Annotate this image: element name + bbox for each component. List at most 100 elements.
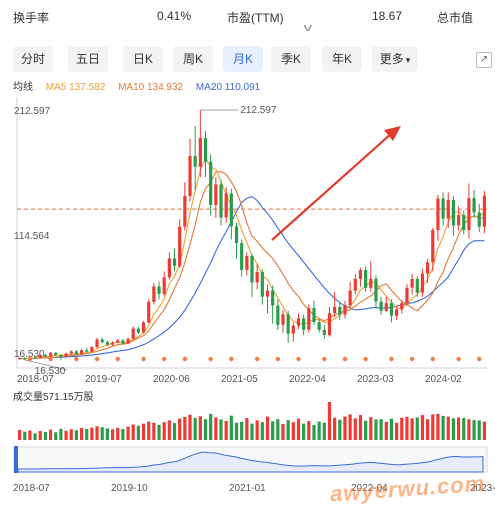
candle-body xyxy=(333,306,337,314)
volume-bar xyxy=(379,419,383,440)
y-tick-label: 212.597 xyxy=(14,106,51,117)
candle-body xyxy=(317,322,321,330)
candle-body xyxy=(203,138,208,162)
candle-body xyxy=(90,347,94,352)
volume-bar xyxy=(260,422,264,440)
candle-body xyxy=(348,290,352,306)
volume-bar xyxy=(296,418,301,440)
candle-body xyxy=(302,318,306,330)
x-tick-label: 2021-05 xyxy=(221,374,258,385)
volume-bar xyxy=(374,419,378,440)
candle-body xyxy=(95,339,99,348)
tab-quarterly-k[interactable]: 季K xyxy=(271,46,311,72)
event-dot xyxy=(48,356,53,362)
tab-more[interactable]: 更多 ▾ xyxy=(372,46,418,72)
tab-daily-k[interactable]: 日K xyxy=(123,46,163,72)
volume-bar xyxy=(240,421,244,440)
event-dot xyxy=(430,356,435,362)
volume-bar xyxy=(167,420,171,440)
event-dot xyxy=(363,356,368,362)
volume-bar xyxy=(116,427,120,440)
volume-bar xyxy=(482,421,487,440)
ma10-legend: MA10 134.932 xyxy=(118,82,184,93)
volume-label: 成交量571.15万股 xyxy=(13,390,94,403)
volume-bar xyxy=(59,428,63,440)
candle-body xyxy=(338,306,342,315)
volume-bar xyxy=(467,419,471,440)
volume-bar xyxy=(203,419,208,440)
volume-bar xyxy=(281,423,285,440)
navigator-x-label: 2021-01 xyxy=(229,483,266,494)
candle-body xyxy=(229,193,233,227)
candle-body xyxy=(59,354,63,357)
candle-body xyxy=(152,286,156,302)
expand-icon[interactable]: ↗ xyxy=(476,52,492,68)
candle-body xyxy=(364,270,368,288)
candle-body xyxy=(276,305,280,325)
volume-bar xyxy=(333,417,337,440)
volume-bar xyxy=(322,422,326,440)
chevron-down-icon[interactable]: v xyxy=(303,22,313,34)
volume-bar xyxy=(234,422,239,440)
candle-body xyxy=(400,303,404,310)
candle-body xyxy=(131,328,135,339)
ma-legend-title: 均线 xyxy=(13,82,33,93)
tab-five-day[interactable]: 五日 xyxy=(68,46,108,72)
volume-bar xyxy=(172,423,177,440)
candle-body xyxy=(451,200,456,226)
metrics-bar: 换手率 0.41% 市盈(TTM) 18.67 总市值 v xyxy=(0,0,495,34)
tab-yearly-k[interactable]: 年K xyxy=(322,46,362,72)
volume-bar xyxy=(348,414,352,440)
volume-bar xyxy=(343,416,347,440)
candle-body xyxy=(105,342,109,345)
volume-bar xyxy=(43,431,48,440)
volume-bar xyxy=(74,430,78,440)
market-cap-label: 总市值 xyxy=(437,11,474,25)
volume-bar xyxy=(276,419,280,440)
volume-bar xyxy=(193,418,197,440)
volume-bar xyxy=(410,418,414,440)
navigator-x-label: 2018-07 xyxy=(13,483,50,494)
candle-body xyxy=(456,215,461,226)
candle-body xyxy=(384,303,388,311)
volume-bar xyxy=(79,428,84,440)
volume-bar xyxy=(389,418,394,440)
tab-weekly-k[interactable]: 周K xyxy=(173,46,213,72)
volume-bar xyxy=(302,423,306,440)
volume-bar xyxy=(209,413,213,440)
ma5-legend: MA5 137.582 xyxy=(45,82,106,93)
tab-monthly-k[interactable]: 月K xyxy=(223,46,263,72)
candle-body xyxy=(69,351,73,354)
navigator-x-label: 2023- xyxy=(470,483,495,494)
navigator-area xyxy=(17,451,484,473)
candle-body xyxy=(369,278,373,288)
volume-bar xyxy=(64,430,68,440)
candle-body xyxy=(172,258,177,266)
event-dot xyxy=(115,356,120,362)
volume-bar xyxy=(271,421,275,440)
tab-more-label: 更多 xyxy=(379,52,404,66)
volume-bar xyxy=(353,418,357,440)
volume-bar xyxy=(38,431,42,440)
volume-bar xyxy=(224,421,228,440)
candle-body xyxy=(426,262,430,274)
candle-body xyxy=(286,314,290,334)
volume-bar xyxy=(48,429,53,440)
volume-bar xyxy=(105,428,109,440)
candle-body xyxy=(255,272,259,283)
candle-body xyxy=(379,301,383,311)
candle-body xyxy=(85,350,89,352)
candle-body xyxy=(79,350,84,354)
candle-body xyxy=(100,339,104,343)
tab-intraday[interactable]: 分时 xyxy=(13,46,53,72)
candle-body xyxy=(23,358,27,360)
volume-bar xyxy=(364,420,368,440)
volume-bar xyxy=(456,417,461,440)
y-tick-label: 16.530 xyxy=(14,349,45,360)
volume-bar xyxy=(291,422,295,440)
volume-bar xyxy=(131,424,135,440)
volume-bar xyxy=(400,417,404,440)
x-tick-label: 2020-06 xyxy=(153,374,190,385)
